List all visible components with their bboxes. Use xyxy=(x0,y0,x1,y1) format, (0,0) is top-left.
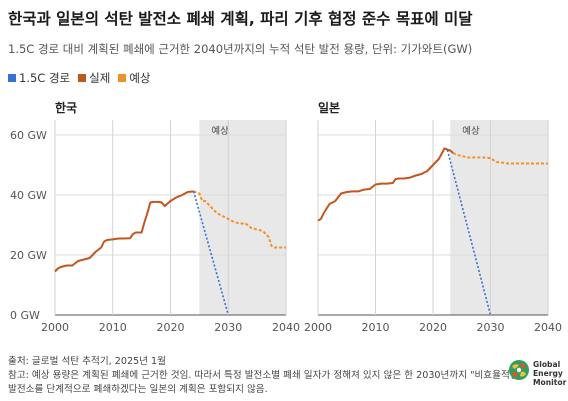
panel-2-xtick-label: 2020 xyxy=(419,321,447,334)
panel-1-title: 한국 xyxy=(55,100,77,115)
logo-line1: Global xyxy=(533,360,561,369)
panel-1-ytick-label: 0 GW xyxy=(10,309,40,322)
panel-1-xtick-label: 2040 xyxy=(272,321,300,334)
legend-item-projected: 예상 xyxy=(118,70,150,86)
panel-1-series-projected-line xyxy=(193,190,286,249)
legend: 1.5C 경로 실제 예상 xyxy=(8,70,150,86)
panel-2-xtick-label: 2040 xyxy=(534,321,562,334)
panel-1-xtick-label: 2010 xyxy=(99,321,127,334)
panel-1-series-pathway-line xyxy=(192,191,230,316)
panel-2-series-actual-line xyxy=(317,147,454,222)
chart-subtitle: 1.5C 경로 대비 계획된 폐쇄에 근거한 2040년까지의 누적 석탄 발전… xyxy=(8,42,473,56)
panel-2-series-projected-line xyxy=(452,152,548,165)
panel-2-xtick-label: 2000 xyxy=(304,321,332,334)
panel-1-shade-label: 예상 xyxy=(211,126,229,137)
panel-2-xtick-label: 2010 xyxy=(362,321,390,334)
legend-swatch-pathway-icon xyxy=(8,74,16,82)
logo-line3: Monitor xyxy=(533,378,567,387)
panel-2-series-pathway-line xyxy=(446,149,492,316)
chart-title: 한국과 일본의 석탄 발전소 폐쇄 계획, 파리 기후 협정 준수 목표에 미달 xyxy=(8,10,473,28)
legend-label-projected: 예상 xyxy=(129,71,151,85)
panel-1-xtick-label: 2020 xyxy=(157,321,185,334)
legend-item-actual: 실제 xyxy=(78,70,110,86)
globe-logo-icon xyxy=(509,360,529,380)
panel-1-xtick-label: 2030 xyxy=(214,321,242,334)
logo-text: Global Energy Monitor xyxy=(533,360,566,387)
footer-note-line2: 발전소를 단계적으로 폐쇄하겠다는 일본의 계획은 포함되지 않음. xyxy=(8,384,268,395)
panel-2-xtick-label: 2030 xyxy=(477,321,505,334)
panel-2-projection-shade xyxy=(450,120,548,315)
panel-1-ytick-label: 20 GW xyxy=(10,249,47,262)
legend-label-pathway: 1.5C 경로 xyxy=(19,71,71,85)
panel-1-projection-shade xyxy=(199,120,286,315)
legend-swatch-actual-icon xyxy=(78,74,87,82)
legend-item-pathway: 1.5C 경로 xyxy=(8,70,70,86)
legend-label-actual: 실제 xyxy=(89,71,111,85)
panel-2-title: 일본 xyxy=(318,101,340,115)
footer-source: 출처: 글로벌 석탄 추적기, 2025년 1월 xyxy=(8,356,166,367)
legend-swatch-projected-icon xyxy=(118,74,127,82)
panel-2-shade-label: 예상 xyxy=(462,126,480,137)
panel-1-ytick-label: 40 GW xyxy=(10,189,47,202)
logo-line2: Energy xyxy=(533,369,563,378)
footer-note-line1: 참고: 예상 용량은 계획된 폐쇄에 근거한 것임. 따라서 특정 발전소별 폐… xyxy=(8,370,524,381)
panel-1-xtick-label: 2000 xyxy=(41,321,69,334)
panel-1-ytick-label: 60 GW xyxy=(10,129,47,142)
panel-1-series-actual-line xyxy=(54,190,194,273)
